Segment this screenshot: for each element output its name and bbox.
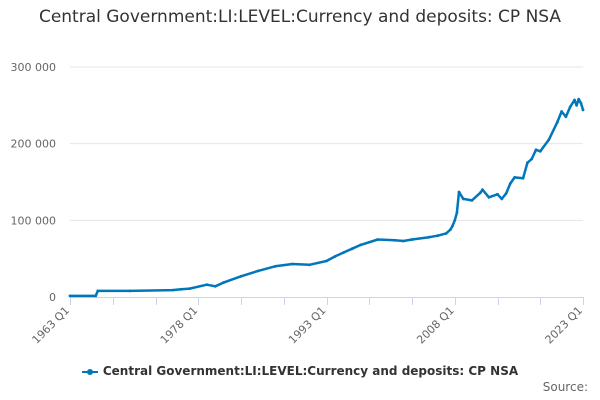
y-tick-label: 200 000 [11,138,57,151]
data-point [479,191,482,195]
data-point [530,157,534,161]
data-point [188,287,192,290]
chart-title: Central Government:LI:LEVEL:Currency and… [38,7,562,27]
y-tick-label: 100 000 [11,214,57,227]
data-point [449,228,452,231]
data-point [393,238,397,242]
data-point [573,98,576,102]
data-point [179,287,183,291]
data-point [333,255,337,258]
x-tick-label: 1978 Q1 [158,304,201,347]
data-point [239,274,243,278]
data-point [453,218,457,222]
data-point [350,247,354,251]
data-point [342,251,345,254]
data-point [513,176,516,179]
data-point [427,235,431,239]
y-tick-label: 0 [49,291,56,304]
data-point [222,281,226,284]
series-layer [68,97,585,298]
data-point [521,176,525,180]
data-point [451,224,454,228]
data-point [376,238,380,241]
data-point [325,259,328,263]
x-tick-label: 2008 Q1 [414,304,457,347]
data-point [470,199,474,202]
data-point [205,283,209,287]
data-point [577,97,581,101]
source-label: Source: [542,380,588,394]
legend-swatch-icon [81,367,98,377]
data-point [581,108,585,112]
x-axis [70,297,584,305]
data-point [436,234,439,238]
data-point [455,211,459,215]
data-point [568,105,572,109]
legend-label: Central Government:LI:LEVEL:Currency and… [102,364,519,378]
data-point [575,103,578,107]
data-point [410,238,414,241]
x-tick-label: 1993 Q1 [286,304,329,347]
data-point [213,284,217,288]
data-point [308,263,311,267]
data-point [508,182,512,185]
data-point [526,161,529,165]
data-point [96,289,100,293]
legend[interactable]: Central Government:LI:LEVEL:Currency and… [0,364,600,378]
data-point [290,262,294,266]
data-point [547,138,551,142]
data-point [94,294,98,298]
data-point [500,197,504,201]
data-point [481,188,484,192]
data-point [359,243,363,247]
data-point [444,232,448,235]
data-point [579,101,583,105]
data-point [534,148,538,152]
y-tick-label: 300 000 [11,61,57,74]
data-point [128,289,132,293]
x-tick-label: 2023 Q1 [543,304,586,347]
data-point [496,192,499,196]
data-point [273,264,277,268]
data-point [68,294,72,298]
series-line [68,97,585,298]
data-point [538,149,542,153]
data-point [457,190,461,194]
data-point [504,192,508,195]
data-point [461,197,465,201]
data-point [564,115,568,119]
data-point [402,239,405,243]
data-point [555,120,559,124]
data-point [487,195,491,199]
x-tick-label: 1963 Q1 [30,304,73,347]
data-point [560,110,563,113]
data-point [171,288,175,292]
grid-lines [70,66,583,221]
data-point [256,269,260,273]
